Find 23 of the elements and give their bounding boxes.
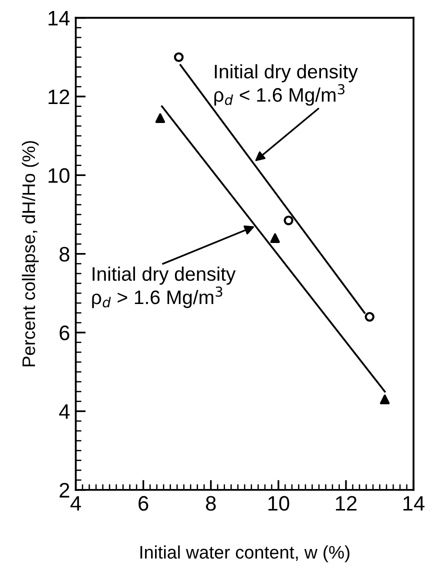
y-tick-label: 14	[48, 11, 70, 26]
point	[174, 52, 184, 62]
x-tick-label: 8	[206, 496, 216, 511]
point	[270, 233, 280, 243]
y-tick-label: 10	[48, 168, 70, 183]
y-tick-label: 12	[48, 90, 70, 104]
x-axis-title: Initial water content, w (%)	[140, 545, 350, 562]
y-axis-title: Percent collapse, dH/Ho (%)	[22, 141, 39, 366]
y-tick-label: 2	[60, 482, 70, 498]
x-tick-label: 12	[336, 496, 357, 511]
y-tick-label: 4	[59, 404, 70, 419]
x-tick-label: 6	[138, 496, 148, 511]
x-tick-label: 4	[70, 496, 81, 511]
x-tick-label: 10	[268, 496, 290, 511]
point	[380, 394, 390, 404]
point	[364, 312, 374, 322]
point	[284, 216, 294, 226]
annotation: Initial dry density ρ$_{d}$ < 1.6 Mg/m$^{3}$	[214, 64, 358, 106]
point	[155, 113, 166, 123]
annotation: Initial dry density ρ$_{d}$ > 1.6 Mg/m$^{3}$	[92, 266, 236, 308]
y-tick-label: 6	[60, 326, 70, 340]
y-tick-label: 8	[60, 246, 70, 262]
x-tick-label: 14	[404, 496, 424, 511]
